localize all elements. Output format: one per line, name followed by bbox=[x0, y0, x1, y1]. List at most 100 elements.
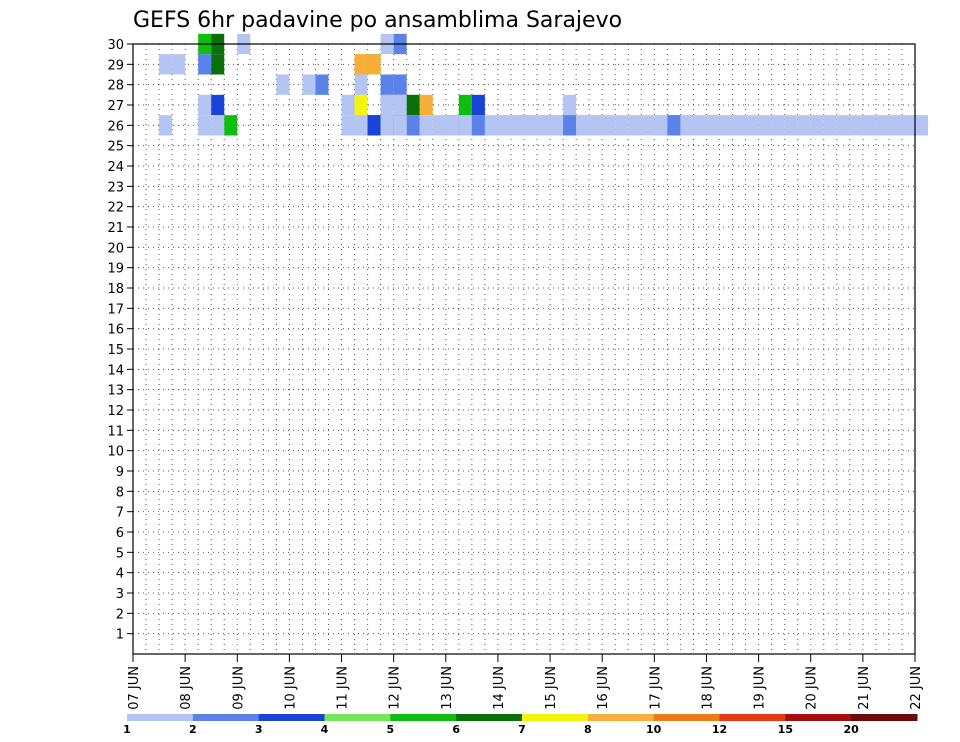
precip-cell bbox=[211, 54, 225, 75]
y-tick-label: 22 bbox=[107, 201, 124, 216]
precip-cell bbox=[393, 94, 407, 116]
precip-cell bbox=[419, 94, 433, 116]
y-tick-label: 2 bbox=[116, 607, 124, 622]
x-tick-label: 13 JUN bbox=[440, 666, 455, 710]
precip-cell bbox=[471, 94, 485, 116]
x-tick-label: 08 JUN bbox=[179, 666, 194, 710]
legend-swatch bbox=[390, 714, 457, 721]
precip-cell bbox=[797, 115, 811, 136]
x-tick-label: 11 JUN bbox=[336, 666, 351, 710]
y-tick-label: 14 bbox=[107, 363, 124, 378]
y-tick-label: 18 bbox=[107, 282, 124, 297]
y-tick-label: 26 bbox=[107, 119, 124, 134]
precip-cell bbox=[341, 115, 355, 136]
precip-cell bbox=[458, 94, 472, 116]
precip-cell bbox=[680, 115, 694, 136]
color-legend: 1 2 3 4 5 6 7 8 10 12 15 20 bbox=[123, 714, 918, 736]
precip-cell bbox=[810, 115, 824, 136]
legend-label: 20 bbox=[844, 723, 860, 736]
precip-cell bbox=[419, 115, 433, 136]
legend-swatch bbox=[324, 714, 391, 721]
precip-cell bbox=[471, 115, 485, 136]
precip-cell bbox=[367, 115, 381, 136]
legend-swatch bbox=[456, 714, 523, 721]
legend-label: 3 bbox=[255, 723, 263, 736]
precip-cell bbox=[276, 74, 290, 95]
precip-cell bbox=[915, 115, 929, 136]
y-tick-label: 16 bbox=[107, 323, 124, 338]
y-tick-label: 5 bbox=[116, 546, 124, 561]
precip-cell bbox=[745, 115, 759, 136]
plot-cells bbox=[159, 33, 929, 136]
y-tick-label: 15 bbox=[107, 343, 124, 358]
precip-cell bbox=[302, 74, 316, 95]
precip-cell bbox=[211, 115, 225, 136]
precip-cell bbox=[354, 54, 368, 75]
legend-label: 7 bbox=[518, 723, 526, 736]
legend-label: 5 bbox=[387, 723, 395, 736]
y-tick-label: 20 bbox=[107, 241, 124, 256]
precip-cell bbox=[172, 54, 186, 75]
precip-cell bbox=[198, 94, 212, 116]
legend-label: 1 bbox=[123, 723, 131, 736]
precip-cell bbox=[354, 115, 368, 136]
x-tick-label: 14 JUN bbox=[492, 666, 507, 710]
precip-cell bbox=[380, 94, 394, 116]
x-tick-label: 09 JUN bbox=[231, 666, 246, 710]
precip-cell bbox=[159, 54, 173, 75]
y-tick-label: 27 bbox=[107, 99, 124, 114]
precip-cell bbox=[224, 115, 238, 136]
y-tick-label: 9 bbox=[116, 465, 124, 480]
legend-label: 12 bbox=[712, 723, 727, 736]
x-tick-label: 15 JUN bbox=[544, 666, 559, 710]
precip-cell bbox=[719, 115, 733, 136]
y-tick-label: 13 bbox=[107, 384, 124, 399]
y-tick-label: 11 bbox=[107, 424, 124, 439]
grid-lines bbox=[133, 44, 915, 654]
x-tick-label: 12 JUN bbox=[388, 666, 403, 710]
y-tick-label: 17 bbox=[107, 302, 124, 317]
precip-cell bbox=[341, 94, 355, 116]
x-tick-label: 16 JUN bbox=[596, 666, 611, 710]
x-tick-label: 21 JUN bbox=[857, 666, 872, 710]
legend-label: 6 bbox=[452, 723, 460, 736]
precip-cell bbox=[198, 115, 212, 136]
legend-swatch bbox=[719, 714, 786, 721]
legend-swatch bbox=[785, 714, 852, 721]
y-tick-label: 29 bbox=[107, 58, 124, 73]
precip-cell bbox=[641, 115, 655, 136]
y-tick-label: 25 bbox=[107, 140, 124, 155]
precip-cell bbox=[615, 115, 629, 136]
precip-cell bbox=[445, 115, 459, 136]
precip-cell bbox=[563, 94, 577, 116]
precip-cell bbox=[211, 94, 225, 116]
y-tick-label: 10 bbox=[107, 445, 124, 460]
precip-cell bbox=[524, 115, 538, 136]
legend-swatch bbox=[127, 714, 194, 721]
y-tick-label: 8 bbox=[116, 485, 124, 500]
x-tick-label: 10 JUN bbox=[283, 666, 298, 710]
legend-label: 8 bbox=[584, 723, 592, 736]
precip-cell bbox=[510, 115, 524, 136]
precip-cell bbox=[380, 115, 394, 136]
x-tick-label: 22 JUN bbox=[909, 666, 924, 710]
y-tick-label: 19 bbox=[107, 262, 124, 277]
precip-cell bbox=[550, 115, 564, 136]
precip-cell bbox=[589, 115, 603, 136]
legend-label: 4 bbox=[321, 723, 329, 736]
legend-label: 2 bbox=[189, 723, 197, 736]
y-tick-label: 30 bbox=[107, 38, 124, 53]
x-tick-label: 19 JUN bbox=[753, 666, 768, 710]
precip-cell bbox=[693, 115, 707, 136]
precip-cell bbox=[537, 115, 551, 136]
y-tick-label: 12 bbox=[107, 404, 124, 419]
y-tick-label: 21 bbox=[107, 221, 124, 236]
legend-swatch bbox=[522, 714, 589, 721]
y-tick-label: 4 bbox=[116, 567, 124, 582]
x-tick-label: 07 JUN bbox=[127, 666, 142, 710]
precip-cell bbox=[667, 115, 681, 136]
precip-cell bbox=[875, 115, 889, 136]
precip-cell bbox=[862, 115, 876, 136]
x-tick-label: 20 JUN bbox=[805, 666, 820, 710]
